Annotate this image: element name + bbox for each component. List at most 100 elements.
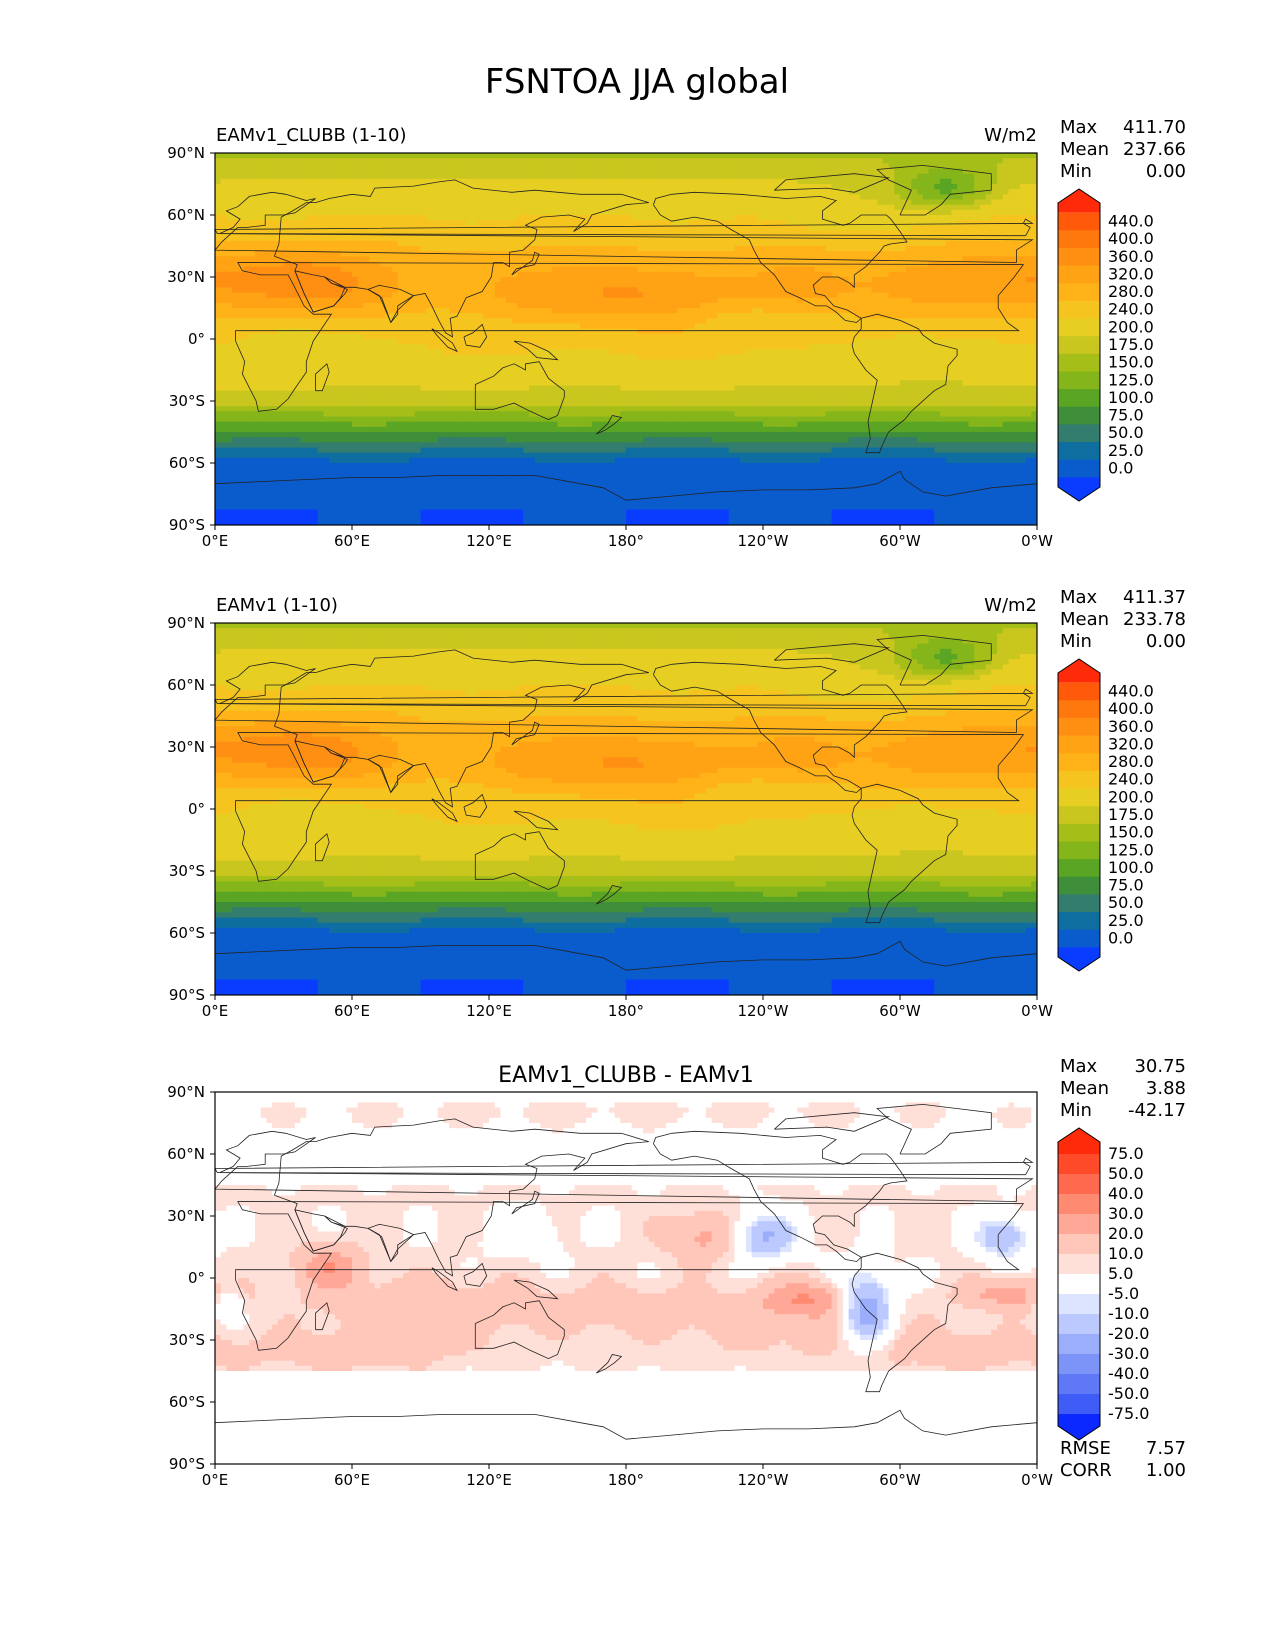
coastline-12	[596, 1354, 623, 1374]
y-tick-label: 60°S	[169, 454, 205, 472]
colorbar-outline	[1057, 188, 1101, 502]
coastline-14	[876, 1103, 992, 1155]
coastline-14	[876, 164, 992, 216]
colorbar-tick-label: -50.0	[1108, 1384, 1149, 1403]
colorbar-cell	[1058, 1194, 1100, 1215]
panel-title: EAMv1_CLUBB (1-10)	[216, 125, 407, 146]
coastline-6	[463, 323, 488, 348]
units-label: W/m2	[984, 125, 1037, 146]
stat-value: 411.70	[1123, 117, 1186, 138]
x-tick-label: 120°E	[466, 1002, 512, 1020]
stat-label: Max	[1060, 117, 1098, 138]
coastline-12	[596, 415, 623, 435]
x-tick-label: 120°W	[738, 1002, 789, 1020]
colorbar-tick-label: 75.0	[1108, 406, 1144, 425]
colorbar-tick-label: 440.0	[1108, 681, 1154, 700]
colorbar-cell	[1058, 659, 1100, 683]
x-tick-label: 0°W	[1021, 1002, 1053, 1020]
coastline-0	[215, 661, 1034, 733]
colorbar-cell	[1058, 1354, 1100, 1375]
coastline-16	[851, 1252, 958, 1393]
x-tick-label: 120°W	[738, 1471, 789, 1489]
coastline-6	[463, 1262, 488, 1287]
y-tick-label: 90°N	[167, 614, 205, 632]
colorbar-tick-label: -75.0	[1108, 1404, 1149, 1423]
colorbar-tick-label: 280.0	[1108, 752, 1154, 771]
colorbar-cell	[1058, 753, 1100, 772]
y-tick-label: 60°N	[167, 1145, 205, 1163]
colorbar: 440.0400.0360.0320.0280.0240.0200.0175.0…	[1057, 658, 1154, 972]
colorbar-tick-label: 100.0	[1108, 388, 1154, 407]
coastline-8	[513, 810, 559, 831]
coastline-7	[431, 1267, 458, 1292]
coastline-1	[235, 1201, 1025, 1351]
stat-label: Min	[1060, 161, 1092, 182]
colorbar-cell	[1058, 788, 1100, 807]
coastline-3	[294, 270, 346, 313]
colorbar-cell	[1058, 1414, 1100, 1440]
stat-label: Mean	[1060, 139, 1109, 160]
coastline-9	[511, 251, 540, 276]
colorbar-tick-label: 320.0	[1108, 734, 1154, 753]
map-field	[215, 623, 1037, 995]
colorbar: 75.050.040.030.020.010.05.0-5.0-10.0-20.…	[1057, 1127, 1149, 1441]
coastline-13	[653, 661, 908, 793]
coastline-15	[774, 1112, 891, 1132]
stat-label: Max	[1060, 1056, 1098, 1077]
colorbar-tick-label: 5.0	[1108, 1264, 1133, 1283]
coastline-11	[215, 688, 1034, 707]
coastline-17	[215, 940, 1037, 995]
x-tick-label: 0°E	[202, 1002, 229, 1020]
colorbar-cell	[1058, 371, 1100, 390]
coastline-2	[274, 179, 649, 338]
x-tick-label: 60°E	[334, 532, 370, 550]
colorbar-cell	[1058, 300, 1100, 320]
colorbar-cell	[1058, 1254, 1100, 1275]
coastline-3	[294, 1209, 346, 1252]
stat-label: RMSE	[1060, 1438, 1111, 1459]
y-tick-label: 30°S	[169, 392, 205, 410]
x-tick-label: 60°E	[334, 1471, 370, 1489]
coastline-11	[215, 218, 1034, 237]
colorbar-cell	[1058, 424, 1100, 443]
coastline-0	[215, 1130, 1034, 1202]
colorbar-cell	[1058, 947, 1100, 971]
colorbar-cell	[1058, 389, 1100, 408]
colorbar-tick-label: 440.0	[1108, 211, 1154, 230]
panel-title: EAMv1_CLUBB - EAMv1	[498, 1063, 754, 1088]
x-tick-label: 0°E	[202, 1471, 229, 1489]
colorbar-cell	[1058, 735, 1100, 754]
coastline-5	[474, 361, 565, 421]
coastlines	[215, 1103, 1037, 1464]
y-tick-label: 60°S	[169, 924, 205, 942]
colorbar-cell	[1058, 1174, 1100, 1195]
colorbar-cell	[1058, 212, 1100, 231]
colorbar-tick-label: 10.0	[1108, 1244, 1144, 1263]
x-tick-label: 0°W	[1021, 532, 1053, 550]
stat-label: Mean	[1060, 609, 1109, 630]
colorbar-tick-label: 320.0	[1108, 264, 1154, 283]
colorbar-cell	[1058, 770, 1100, 790]
colorbar-cell	[1058, 1294, 1100, 1315]
colorbar-tick-label: 50.0	[1108, 893, 1144, 912]
colorbar-cell	[1058, 477, 1100, 501]
colorbar-tick-label: 200.0	[1108, 787, 1154, 806]
y-tick-label: 60°N	[167, 206, 205, 224]
panel-1: 0°E 60°E 120°E 180° 120°W 60°W 0°W 90°N 60°N 30°N…	[167, 117, 1186, 550]
y-tick-label: 90°S	[169, 516, 205, 534]
colorbar-tick-label: 40.0	[1108, 1184, 1144, 1203]
map-field	[215, 153, 1037, 525]
panel-3: 0°E 60°E 120°E 180° 120°W 60°W 0°W 90°N 60°N 30°N…	[167, 1056, 1186, 1489]
colorbar-cell	[1058, 1154, 1100, 1175]
stat-label: Min	[1060, 631, 1092, 652]
stat-value: 237.66	[1123, 139, 1186, 160]
stat-value: 0.00	[1146, 161, 1186, 182]
colorbar-tick-label: 150.0	[1108, 823, 1154, 842]
colorbar-cell	[1058, 353, 1100, 372]
colorbar-tick-label: -20.0	[1108, 1324, 1149, 1343]
coastline-13	[653, 1130, 908, 1262]
coastline-3	[294, 740, 346, 783]
colorbar-cell	[1058, 700, 1100, 719]
stat-value: 233.78	[1123, 609, 1186, 630]
y-tick-label: 30°N	[167, 738, 205, 756]
